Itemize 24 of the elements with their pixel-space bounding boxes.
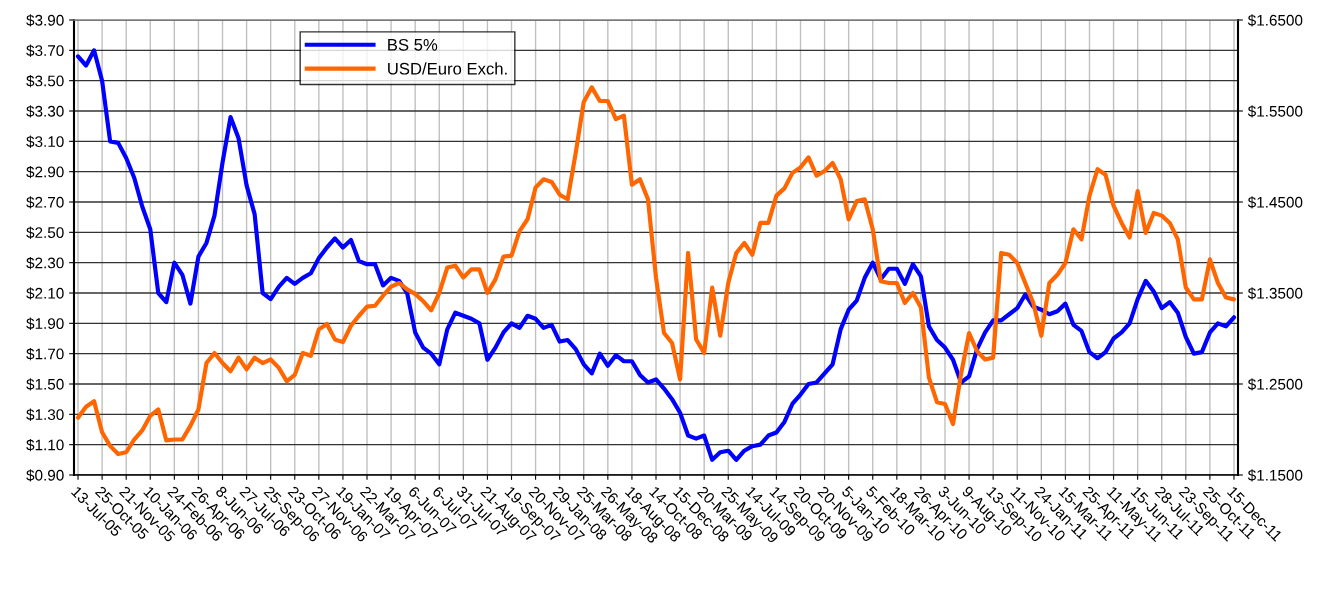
- y-tick-label: $1.90: [26, 317, 64, 330]
- y2-tick-label: $1.4500: [1247, 196, 1303, 209]
- y-tick-label: $3.30: [26, 105, 64, 118]
- y2-tick-label: $1.2500: [1247, 378, 1303, 391]
- y2-tick-label: $1.1500: [1247, 469, 1303, 482]
- legend-label: USD/Euro Exch.: [388, 62, 507, 75]
- y-tick-label: $2.10: [26, 287, 64, 300]
- y-tick-label: $1.10: [26, 438, 64, 452]
- y-tick-label: $3.90: [26, 14, 64, 27]
- legend-label: BS 5%: [388, 38, 438, 51]
- y-tick-label: $3.70: [26, 44, 64, 57]
- y-tick-label: $3.50: [26, 74, 64, 88]
- y-tick-label: $0.90: [26, 469, 64, 482]
- y-tick-label: $2.30: [26, 256, 64, 270]
- y-tick-label: $1.50: [26, 378, 64, 391]
- y-tick-label: $1.30: [26, 408, 64, 421]
- y-tick-label: $2.70: [26, 196, 64, 209]
- y2-tick-label: $1.5500: [1247, 105, 1303, 118]
- y-tick-label: $3.10: [26, 135, 64, 148]
- y-tick-label: $1.70: [26, 347, 64, 361]
- y-tick-label: $2.50: [26, 226, 64, 239]
- y2-tick-label: $1.3500: [1247, 287, 1303, 300]
- y-tick-label: $2.90: [26, 165, 64, 179]
- y2-tick-label: $1.6500: [1247, 14, 1303, 27]
